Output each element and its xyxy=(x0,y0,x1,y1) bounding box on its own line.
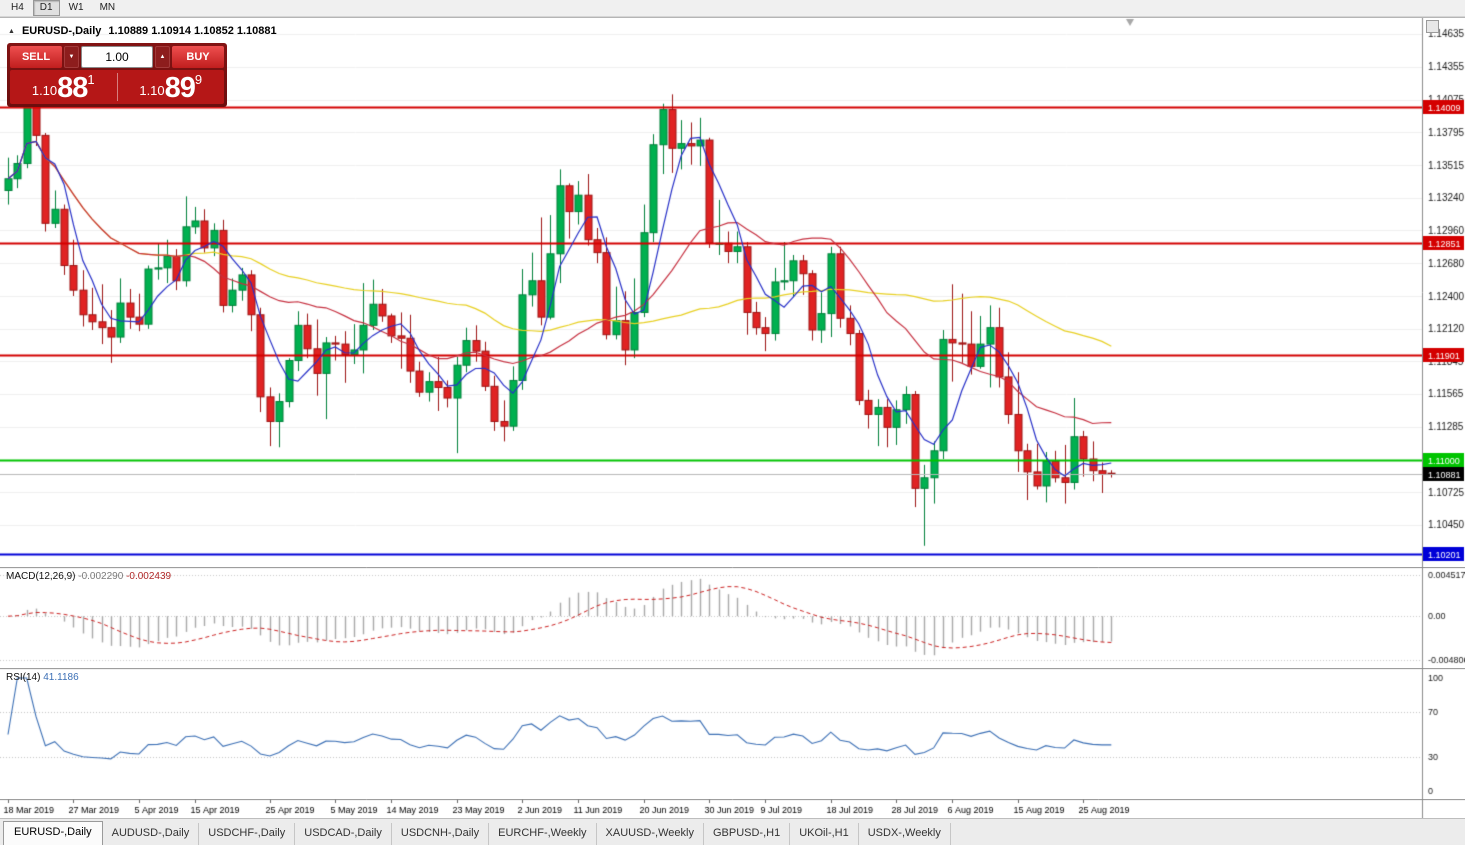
rsi-value: 41.1186 xyxy=(43,672,79,683)
chart-tab[interactable]: EURCHF-,Weekly xyxy=(489,823,597,845)
buy-price-pips: 89 xyxy=(164,72,196,104)
chart-ohlc-values: 1.10889 1.10914 1.10852 1.10881 xyxy=(108,25,277,37)
buy-price[interactable]: 1.10 89 9 xyxy=(118,70,225,104)
chart-tab[interactable]: USDX-,Weekly xyxy=(859,823,951,845)
chart-area: ▲ EURUSD-,Daily 1.10889 1.10914 1.10852 … xyxy=(0,17,1465,819)
sell-price-pipette: 1 xyxy=(87,72,95,87)
one-click-trading-panel: SELL ▼ ▲ BUY 1.10 88 1 1.10 89 9 xyxy=(7,43,227,107)
rsi-panel-canvas[interactable] xyxy=(0,668,1465,799)
sell-price[interactable]: 1.10 88 1 xyxy=(10,70,117,104)
price-divider xyxy=(116,73,118,101)
buy-price-pipette: 9 xyxy=(194,72,203,87)
chart-tab[interactable]: USDCNH-,Daily xyxy=(392,823,490,845)
time-axis-canvas[interactable] xyxy=(0,799,1465,819)
chart-ohlc-header: ▲ EURUSD-,Daily 1.10889 1.10914 1.10852 … xyxy=(8,25,277,37)
rsi-name: RSI(14) xyxy=(6,672,41,683)
collapse-arrow-icon[interactable]: ▲ xyxy=(8,27,15,35)
macd-main-value: -0.002290 xyxy=(78,571,124,582)
macd-signal-value: -0.002439 xyxy=(126,571,172,582)
trade-panel-prices: 1.10 88 1 1.10 89 9 xyxy=(10,70,224,104)
trade-panel-controls: SELL ▼ ▲ BUY xyxy=(10,46,224,68)
chart-tab[interactable]: AUDUSD-,Daily xyxy=(103,823,200,845)
timeframe-button-w1[interactable]: W1 xyxy=(68,2,84,13)
sell-button[interactable]: SELL xyxy=(10,46,62,68)
chart-symbol-label: EURUSD-,Daily xyxy=(21,25,102,37)
lot-increase-button[interactable]: ▲ xyxy=(155,46,170,68)
macd-indicator-label: MACD(12,26,9) -0.002290 -0.002439 xyxy=(6,571,171,582)
chart-tab[interactable]: USDCAD-,Daily xyxy=(295,823,392,845)
sell-price-pips: 88 xyxy=(57,72,88,104)
price-chart-canvas[interactable] xyxy=(0,18,1465,567)
lot-size-input[interactable] xyxy=(81,46,153,68)
chart-tabs-bar: EURUSD-,Daily AUDUSD-,Daily USDCHF-,Daily U… xyxy=(0,818,1465,845)
timeframe-toolbar: H4 D1 W1 MN xyxy=(0,0,1465,17)
buy-button[interactable]: BUY xyxy=(172,46,224,68)
sell-price-prefix: 1.10 xyxy=(31,83,58,98)
axis-corner-button[interactable] xyxy=(1426,20,1439,33)
buy-price-prefix: 1.10 xyxy=(139,83,165,98)
chart-tab[interactable]: USDCHF-,Daily xyxy=(199,823,296,845)
macd-panel-canvas[interactable] xyxy=(0,567,1465,668)
chart-tab[interactable]: EURUSD-,Daily xyxy=(3,821,103,845)
timeframe-button-d1[interactable]: D1 xyxy=(32,0,60,16)
chart-tab[interactable]: GBPUSD-,H1 xyxy=(704,823,791,845)
timeframe-button-h4[interactable]: H4 xyxy=(11,2,24,13)
lot-decrease-button[interactable]: ▼ xyxy=(64,46,79,68)
timeframe-button-mn[interactable]: MN xyxy=(99,2,116,13)
macd-name: MACD(12,26,9) xyxy=(6,571,76,582)
rsi-indicator-label: RSI(14) 41.1186 xyxy=(6,672,79,683)
chart-tab[interactable]: UKOil-,H1 xyxy=(790,823,859,845)
chart-tab[interactable]: XAUUSD-,Weekly xyxy=(597,823,704,845)
